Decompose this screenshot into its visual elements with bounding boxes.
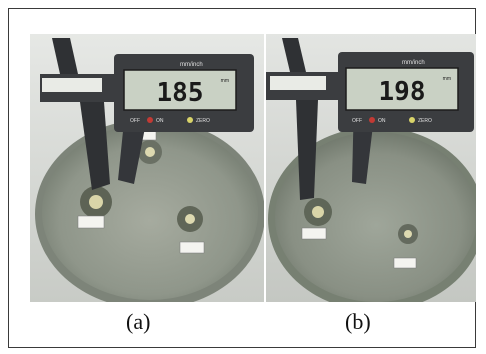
panel-a-photo: mm/inch 185 mm OFF ON ZERO [30,34,264,302]
zero-button [409,117,415,123]
button-label-on: ON [156,118,164,124]
caliper-scale [42,78,102,92]
panel-b-illustration: mm/inch 198 mm OFF ON ZERO [266,34,476,302]
panel-b-caption: (b) [345,309,371,334]
caliper-upper-jaw [52,38,78,74]
agar-plate [275,132,476,302]
button-label-off: OFF [130,118,140,124]
antibiotic-disc [404,230,412,238]
lcd-screen [123,69,237,111]
antibiotic-disc [312,206,324,218]
lcd-unit: mm [443,76,451,82]
antibiotic-disc [185,214,195,224]
antibiotic-disc [89,195,103,209]
sample-label-sticker [301,227,327,240]
caliper-lower-jaw-left [296,100,318,200]
on-off-button [369,117,375,123]
caliper-brand: mm/inch [180,62,203,68]
on-off-button [147,117,153,123]
lcd-screen [345,67,459,111]
button-label-on: ON [378,118,386,124]
button-label-off: OFF [352,118,362,124]
figure-frame: mm/inch 185 mm OFF ON ZERO [8,8,476,348]
button-label-zero: ZERO [196,118,210,124]
panel-a-illustration: mm/inch 185 mm OFF ON ZERO [30,34,264,302]
button-label-zero: ZERO [418,118,432,124]
caliper-upper-jaw [282,38,306,72]
antibiotic-disc [145,147,155,157]
lcd-reading: 198 [379,77,426,107]
lcd-reading: 185 [157,78,204,108]
zero-button [187,117,193,123]
lcd-unit: mm [221,78,229,84]
caliper-brand: mm/inch [402,60,425,66]
sample-label-sticker [393,257,417,269]
sample-label-sticker [77,215,105,229]
panel-a-caption: (a) [126,309,151,334]
caliper-lower-jaw-left [80,102,110,190]
sample-label-sticker [179,241,205,254]
caliper-scale [270,76,326,90]
panel-b-photo: mm/inch 198 mm OFF ON ZERO [266,34,476,302]
